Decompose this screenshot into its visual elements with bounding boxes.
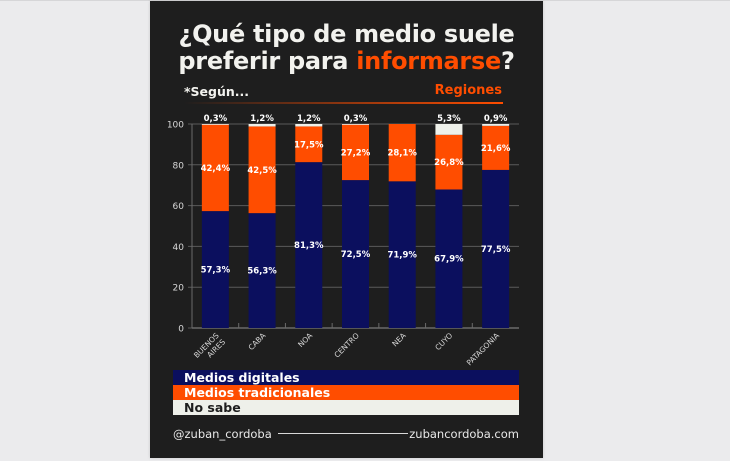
data-label: 0,3%: [204, 114, 228, 124]
data-label: 5,3%: [437, 114, 461, 124]
bar-segment: [342, 124, 369, 125]
title-line-2: preferir para informarse?: [150, 47, 543, 75]
x-tick-label-line: CENTRO: [332, 331, 361, 360]
bar-segment: [248, 124, 276, 127]
x-tick-label-line: CABA: [247, 330, 269, 352]
data-label: 17,5%: [294, 140, 324, 150]
bar-segment: [248, 213, 276, 328]
top-border: [0, 0, 730, 1]
data-label: 1,2%: [250, 114, 274, 124]
legend-item-digital: Medios digitales: [173, 370, 519, 385]
x-tick-label: CENTRO: [332, 331, 361, 360]
x-tick-label-line: NEA: [390, 330, 408, 348]
x-tick-label: PATAGONIA: [465, 330, 502, 367]
data-labels: 57,3% 42,4% 0,3% 56,3% 42,5% 1,2% 81,3% 17,5% 1,…: [201, 114, 511, 277]
bar-segment: [435, 124, 463, 135]
bar-segment: [388, 181, 416, 328]
bar-segment: [342, 124, 369, 181]
footer-divider: [278, 433, 408, 434]
infographic-panel: ¿Qué tipo de medio suele preferir para i…: [150, 1, 543, 458]
header-underline: [184, 102, 503, 104]
x-tick-label-line: NOA: [296, 330, 315, 349]
bars: [201, 124, 510, 328]
x-tick-label: CABA: [247, 330, 269, 352]
data-label: 21,6%: [481, 144, 511, 154]
stacked-bar-chart: 0 20 40 60 80 100 57,3% 42,4% 0,3% 56,3% 42,5% 1,2…: [167, 114, 519, 367]
x-tick-label: NEA: [390, 330, 408, 348]
bar-segment: [295, 162, 323, 328]
y-tick-label: 100: [167, 121, 184, 131]
y-axis-ticks: 0 20 40 60 80 100: [167, 121, 184, 335]
data-label: 0,3%: [344, 114, 368, 124]
bar-segment: [482, 169, 510, 328]
bar-segment: [482, 125, 510, 170]
segment-label: Regiones: [434, 83, 502, 98]
bar-segment: [342, 180, 369, 328]
y-tick-label: 60: [173, 202, 185, 212]
title-prefix: preferir para: [178, 47, 357, 75]
title-line-1: ¿Qué tipo de medio suele: [178, 20, 515, 48]
legend-item-no-sabe: No sabe: [173, 400, 519, 415]
legend-item-traditional: Medios tradicionales: [173, 385, 519, 400]
data-label: 71,9%: [387, 251, 417, 261]
y-tick-label: 20: [173, 284, 185, 294]
bar-segment: [201, 211, 229, 328]
social-handle: @zuban_cordoba: [173, 427, 272, 441]
title-suffix: ?: [500, 47, 515, 75]
data-label: 67,9%: [434, 255, 464, 265]
data-label: 42,4%: [201, 164, 231, 174]
bar-segment: [482, 124, 510, 126]
bar-segment: [248, 126, 276, 214]
data-label: 81,3%: [294, 241, 324, 251]
y-tick-label: 80: [173, 161, 185, 171]
data-label: 27,2%: [341, 148, 371, 158]
data-label: 57,3%: [201, 266, 231, 276]
x-tick-label-line: PATAGONIA: [465, 330, 502, 367]
bar-segment: [295, 124, 323, 127]
data-label: 56,3%: [247, 267, 277, 277]
bar-segment: [201, 124, 229, 212]
data-label: 28,1%: [387, 149, 417, 159]
y-tick-label: 40: [173, 243, 185, 253]
data-label: 72,5%: [341, 250, 371, 260]
bar-segment: [295, 126, 323, 163]
legend: Medios digitales Medios tradicionales No…: [173, 370, 519, 415]
bar-segment: [435, 189, 463, 328]
x-tick-label: CUYO: [433, 331, 454, 352]
x-tick-label: BUENOSAIRES: [192, 331, 227, 366]
data-label: 1,2%: [297, 114, 321, 124]
title-highlight: informarse: [356, 47, 501, 75]
bar-segment: [435, 134, 463, 190]
data-label: 77,5%: [481, 245, 511, 255]
x-axis-labels: BUENOSAIRES CABA NOA CENTRO NEA CUYO PATAGONIA: [192, 330, 502, 367]
segun-label: *Según...: [184, 84, 250, 99]
x-tick-label: NOA: [296, 330, 315, 349]
x-tick-label-line: CUYO: [433, 331, 454, 352]
website-link: zubancordoba.com: [409, 427, 519, 441]
bar-segment: [201, 124, 229, 125]
data-label: 26,8%: [434, 158, 464, 168]
data-label: 0,9%: [484, 114, 508, 124]
bar-segment: [388, 124, 416, 182]
data-label: 42,5%: [247, 166, 277, 176]
y-tick-label: 0: [178, 325, 184, 335]
